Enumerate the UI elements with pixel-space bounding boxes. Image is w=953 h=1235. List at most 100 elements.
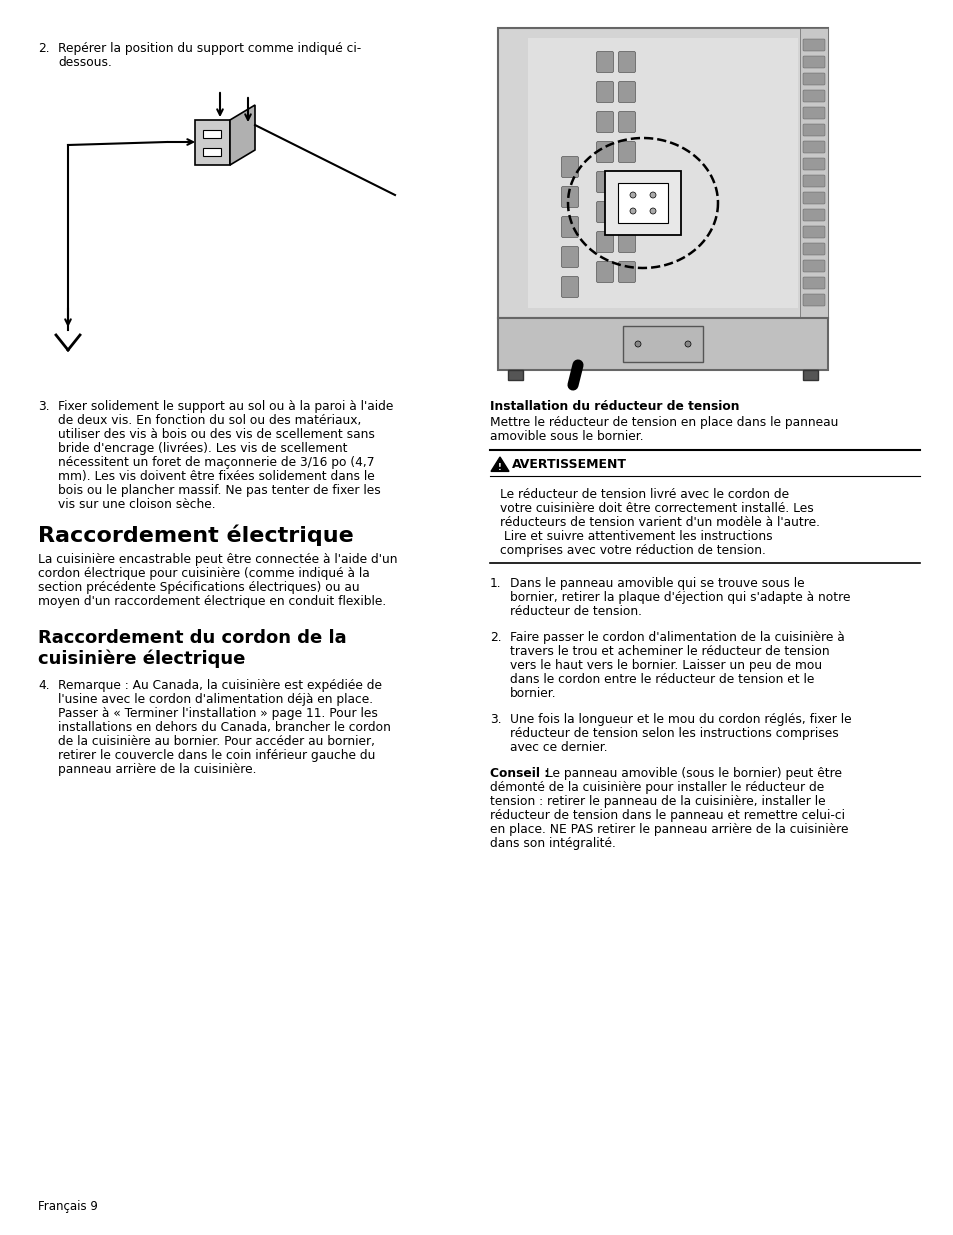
FancyBboxPatch shape [802, 261, 824, 272]
Text: dessous.: dessous. [58, 56, 112, 69]
Text: 2.: 2. [38, 42, 50, 56]
Text: Une fois la longueur et le mou du cordon réglés, fixer le: Une fois la longueur et le mou du cordon… [510, 713, 851, 726]
Text: vers le haut vers le bornier. Laisser un peu de mou: vers le haut vers le bornier. Laisser un… [510, 659, 821, 672]
Text: de deux vis. En fonction du sol ou des matériaux,: de deux vis. En fonction du sol ou des m… [58, 414, 361, 427]
Text: bornier.: bornier. [510, 687, 556, 700]
Text: section précédente Spécifications électriques) ou au: section précédente Spécifications électr… [38, 580, 359, 594]
Text: dans le cordon entre le réducteur de tension et le: dans le cordon entre le réducteur de ten… [510, 673, 814, 685]
Text: mm). Les vis doivent être fixées solidement dans le: mm). Les vis doivent être fixées solidem… [58, 471, 375, 483]
Text: bois ou le plancher massif. Ne pas tenter de fixer les: bois ou le plancher massif. Ne pas tente… [58, 484, 380, 496]
Circle shape [684, 341, 690, 347]
FancyBboxPatch shape [561, 247, 578, 268]
FancyBboxPatch shape [802, 294, 824, 306]
Text: 1.: 1. [490, 577, 501, 590]
FancyBboxPatch shape [596, 231, 613, 252]
FancyBboxPatch shape [618, 201, 635, 222]
FancyBboxPatch shape [596, 111, 613, 132]
Text: réducteur de tension dans le panneau et remettre celui-ci: réducteur de tension dans le panneau et … [490, 809, 844, 823]
Text: Français 9: Français 9 [38, 1200, 98, 1213]
FancyBboxPatch shape [596, 172, 613, 193]
Text: 3.: 3. [38, 400, 50, 412]
FancyBboxPatch shape [802, 243, 824, 254]
Text: retirer le couvercle dans le coin inférieur gauche du: retirer le couvercle dans le coin inféri… [58, 748, 375, 762]
Text: Le réducteur de tension livré avec le cordon de: Le réducteur de tension livré avec le co… [499, 488, 788, 501]
Circle shape [649, 207, 656, 214]
FancyBboxPatch shape [802, 73, 824, 85]
Text: tension : retirer le panneau de la cuisinière, installer le: tension : retirer le panneau de la cuisi… [490, 795, 824, 808]
Bar [622, 326, 702, 362]
Text: de la cuisinière au bornier. Pour accéder au bornier,: de la cuisinière au bornier. Pour accéde… [58, 735, 375, 748]
FancyBboxPatch shape [802, 56, 824, 68]
Text: l'usine avec le cordon d'alimentation déjà en place.: l'usine avec le cordon d'alimentation dé… [58, 693, 373, 706]
FancyBboxPatch shape [596, 82, 613, 103]
FancyBboxPatch shape [618, 52, 635, 73]
Text: votre cuisinière doit être correctement installé. Les: votre cuisinière doit être correctement … [499, 501, 813, 515]
Text: bornier, retirer la plaque d'éjection qui s'adapte à notre: bornier, retirer la plaque d'éjection qu… [510, 592, 850, 604]
Text: 2.: 2. [490, 631, 501, 643]
Text: Mettre le réducteur de tension en place dans le panneau: Mettre le réducteur de tension en place … [490, 416, 838, 429]
FancyBboxPatch shape [802, 175, 824, 186]
FancyBboxPatch shape [618, 231, 635, 252]
Text: travers le trou et acheminer le réducteur de tension: travers le trou et acheminer le réducteu… [510, 645, 829, 658]
Bar [203, 130, 221, 138]
Text: Fixer solidement le support au sol ou à la paroi à l'aide: Fixer solidement le support au sol ou à … [58, 400, 393, 412]
FancyBboxPatch shape [802, 158, 824, 170]
Text: Lire et suivre attentivement les instructions: Lire et suivre attentivement les instruc… [499, 530, 772, 543]
Bar [507, 370, 522, 380]
FancyBboxPatch shape [618, 262, 635, 283]
Text: Faire passer le cordon d'alimentation de la cuisinière à: Faire passer le cordon d'alimentation de… [510, 631, 843, 643]
Text: cordon électrique pour cuisinière (comme indiqué à la: cordon électrique pour cuisinière (comme… [38, 567, 370, 580]
Text: Raccordement du cordon de la: Raccordement du cordon de la [38, 629, 346, 647]
Text: comprises avec votre réduction de tension.: comprises avec votre réduction de tensio… [499, 543, 765, 557]
FancyBboxPatch shape [596, 52, 613, 73]
Text: Le panneau amovible (sous le bornier) peut être: Le panneau amovible (sous le bornier) pe… [541, 767, 841, 781]
FancyBboxPatch shape [802, 191, 824, 204]
Text: !: ! [497, 462, 501, 472]
Text: réducteur de tension selon les instructions comprises: réducteur de tension selon les instructi… [510, 727, 838, 740]
FancyBboxPatch shape [802, 124, 824, 136]
Bar [604, 170, 680, 235]
Text: Raccordement électrique: Raccordement électrique [38, 525, 354, 547]
FancyBboxPatch shape [802, 209, 824, 221]
FancyBboxPatch shape [802, 107, 824, 119]
Text: Installation du réducteur de tension: Installation du réducteur de tension [490, 400, 739, 412]
Text: amovible sous le bornier.: amovible sous le bornier. [490, 430, 643, 443]
Text: Repérer la position du support comme indiqué ci-: Repérer la position du support comme ind… [58, 42, 361, 56]
Bar [800, 28, 827, 317]
FancyBboxPatch shape [802, 90, 824, 103]
FancyBboxPatch shape [561, 216, 578, 237]
FancyBboxPatch shape [596, 142, 613, 163]
FancyBboxPatch shape [802, 40, 824, 51]
Bar [497, 317, 827, 370]
Text: cuisinière électrique: cuisinière électrique [38, 650, 245, 667]
FancyBboxPatch shape [561, 277, 578, 298]
Polygon shape [491, 457, 509, 472]
FancyBboxPatch shape [802, 277, 824, 289]
Text: 4.: 4. [38, 679, 50, 692]
Bar [802, 370, 817, 380]
Circle shape [649, 191, 656, 198]
FancyBboxPatch shape [618, 142, 635, 163]
Bar [203, 148, 221, 156]
Text: 3.: 3. [490, 713, 501, 726]
Text: démonté de la cuisinière pour installer le réducteur de: démonté de la cuisinière pour installer … [490, 781, 823, 794]
FancyBboxPatch shape [596, 201, 613, 222]
Text: installations en dehors du Canada, brancher le cordon: installations en dehors du Canada, branc… [58, 721, 391, 734]
Text: Dans le panneau amovible qui se trouve sous le: Dans le panneau amovible qui se trouve s… [510, 577, 803, 590]
Text: réducteurs de tension varient d'un modèle à l'autre.: réducteurs de tension varient d'un modèl… [499, 516, 820, 529]
Polygon shape [230, 105, 254, 165]
FancyBboxPatch shape [802, 226, 824, 238]
Bar [618, 183, 667, 224]
Text: en place. NE PAS retirer le panneau arrière de la cuisinière: en place. NE PAS retirer le panneau arri… [490, 823, 847, 836]
Text: AVERTISSEMENT: AVERTISSEMENT [512, 458, 626, 471]
Circle shape [629, 207, 636, 214]
Circle shape [629, 191, 636, 198]
Polygon shape [194, 120, 230, 165]
Circle shape [635, 341, 640, 347]
FancyBboxPatch shape [561, 186, 578, 207]
Text: utiliser des vis à bois ou des vis de scellement sans: utiliser des vis à bois ou des vis de sc… [58, 429, 375, 441]
Text: dans son intégralité.: dans son intégralité. [490, 837, 616, 850]
FancyBboxPatch shape [618, 172, 635, 193]
Text: vis sur une cloison sèche.: vis sur une cloison sèche. [58, 498, 215, 511]
Bar [497, 28, 827, 317]
